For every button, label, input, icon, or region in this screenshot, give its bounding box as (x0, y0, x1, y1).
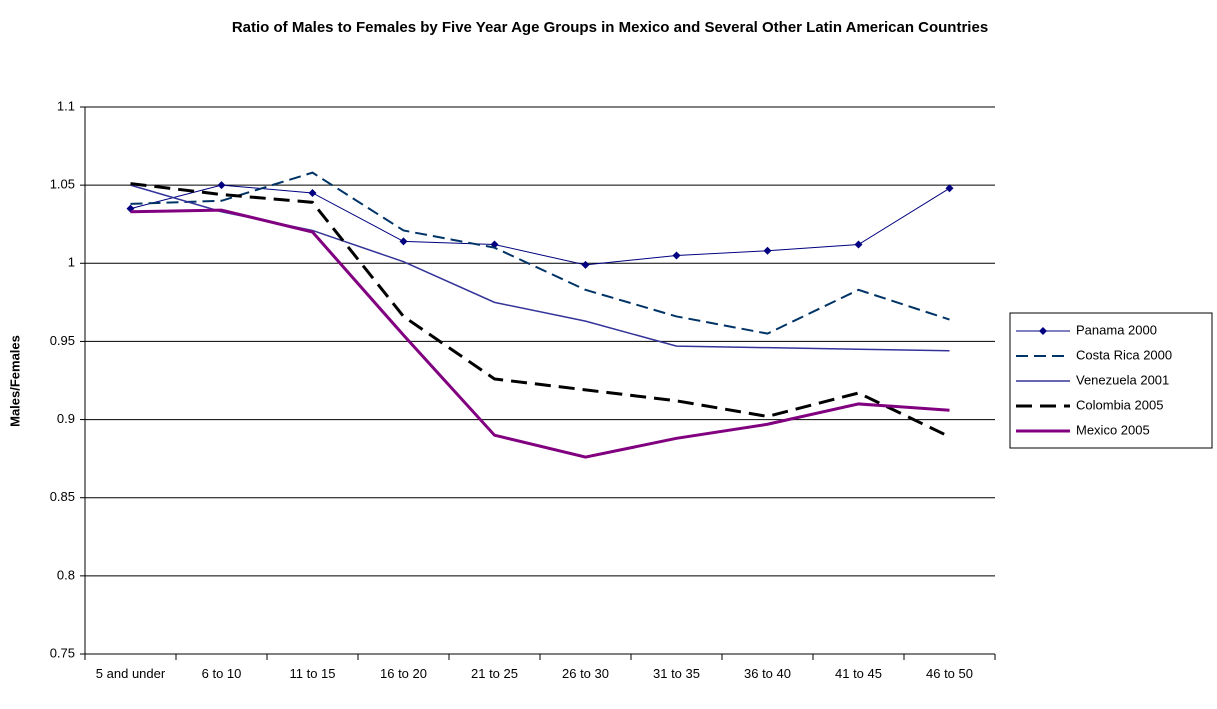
point (763, 246, 772, 255)
point (399, 237, 408, 246)
y-tick-label: 0.9 (57, 411, 75, 426)
x-tick-label: 16 to 20 (380, 666, 427, 681)
y-tick-label: 1.1 (57, 98, 75, 113)
x-tick-label: 46 to 50 (926, 666, 973, 681)
point (945, 184, 954, 193)
legend-label: Colombia 2005 (1076, 397, 1163, 412)
legend-marker (1039, 327, 1047, 335)
point (581, 260, 590, 269)
legend-label: Mexico 2005 (1076, 422, 1150, 437)
point (854, 240, 863, 249)
y-tick-label: 0.8 (57, 567, 75, 582)
series-line (130, 182, 951, 439)
x-tick-label: 21 to 25 (471, 666, 518, 681)
point (217, 181, 226, 190)
y-axis-label: Males/Females (7, 335, 22, 427)
legend-label: Costa Rica 2000 (1076, 347, 1172, 362)
chart-title: Ratio of Males to Females by Five Year A… (231, 19, 989, 36)
y-tick-label: 1.05 (50, 177, 75, 192)
point (672, 251, 681, 260)
x-tick-label: 5 and under (95, 666, 166, 681)
series-line (130, 171, 950, 335)
point (308, 188, 317, 197)
y-tick-label: 0.95 (50, 333, 75, 348)
y-tick-label: 0.75 (50, 645, 75, 660)
x-tick-label: 6 to 10 (201, 666, 242, 681)
x-tick-label: 11 to 15 (289, 666, 336, 681)
series-line (130, 208, 950, 459)
x-tick-label: 31 to 35 (653, 666, 700, 681)
legend-label: Venezuela 2001 (1076, 372, 1169, 387)
x-tick-label: 26 to 30 (562, 666, 609, 681)
x-tick-label: 41 to 45 (835, 666, 882, 681)
y-tick-label: 0.85 (50, 489, 75, 504)
series-line (130, 184, 950, 266)
x-tick-label: 36 to 40 (744, 666, 791, 681)
legend-label: Panama 2000 (1076, 322, 1157, 337)
y-tick-label: 1 (68, 255, 75, 270)
